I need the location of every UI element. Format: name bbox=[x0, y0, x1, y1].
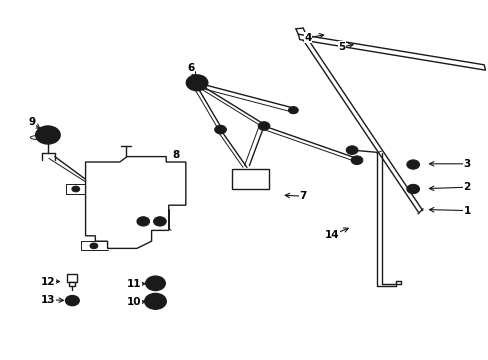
Circle shape bbox=[69, 298, 75, 303]
Circle shape bbox=[288, 107, 298, 114]
Circle shape bbox=[65, 296, 79, 306]
Text: 5: 5 bbox=[338, 42, 345, 52]
Text: 2: 2 bbox=[463, 182, 469, 192]
Circle shape bbox=[144, 293, 166, 309]
Circle shape bbox=[90, 243, 98, 249]
Text: 12: 12 bbox=[41, 276, 55, 287]
Circle shape bbox=[36, 126, 60, 144]
Circle shape bbox=[150, 298, 160, 305]
Text: 4: 4 bbox=[304, 33, 311, 43]
Polygon shape bbox=[67, 274, 77, 282]
Text: 10: 10 bbox=[127, 297, 142, 307]
Text: 7: 7 bbox=[299, 191, 306, 201]
Text: 6: 6 bbox=[187, 63, 194, 73]
Polygon shape bbox=[69, 282, 75, 286]
Circle shape bbox=[152, 299, 158, 303]
Text: 9: 9 bbox=[28, 117, 35, 127]
Ellipse shape bbox=[30, 135, 50, 140]
Circle shape bbox=[137, 217, 149, 226]
Text: 11: 11 bbox=[127, 279, 142, 289]
Circle shape bbox=[153, 217, 166, 226]
Text: 14: 14 bbox=[325, 230, 339, 240]
Polygon shape bbox=[85, 157, 185, 248]
Circle shape bbox=[186, 75, 207, 91]
Text: 3: 3 bbox=[463, 159, 469, 169]
Polygon shape bbox=[232, 169, 268, 189]
Text: 13: 13 bbox=[41, 294, 55, 305]
Circle shape bbox=[214, 125, 226, 134]
Polygon shape bbox=[298, 34, 485, 70]
Circle shape bbox=[406, 160, 419, 169]
Circle shape bbox=[151, 280, 160, 287]
Circle shape bbox=[145, 276, 165, 291]
Circle shape bbox=[258, 122, 269, 130]
Text: 8: 8 bbox=[172, 150, 179, 160]
Circle shape bbox=[350, 156, 362, 165]
Circle shape bbox=[72, 186, 80, 192]
Circle shape bbox=[192, 79, 202, 86]
Circle shape bbox=[346, 146, 357, 154]
Text: 1: 1 bbox=[463, 206, 469, 216]
Circle shape bbox=[406, 184, 419, 194]
